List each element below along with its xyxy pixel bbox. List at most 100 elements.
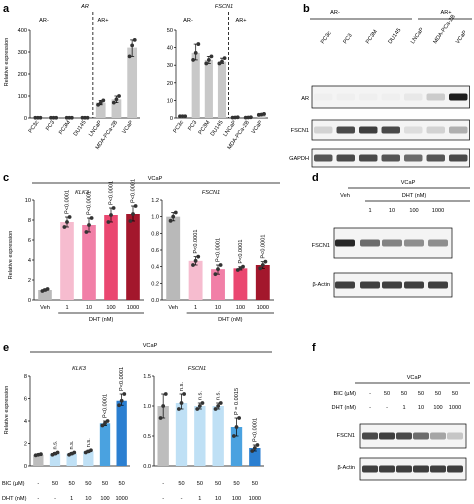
bic-value: 50 (233, 481, 239, 487)
replicate-point (171, 214, 176, 219)
lane-label: VCaP (455, 30, 468, 46)
panel-b-row-label-fscn1: FSCN1 (291, 128, 309, 134)
panel-d-header: VCaP (401, 180, 416, 186)
bic-value: 50 (69, 481, 75, 487)
bar (217, 61, 227, 118)
y-tick-label: 2 (24, 442, 27, 448)
panel-label-d: d (312, 172, 319, 184)
panel-a-ar-negative-label: AR- (39, 18, 49, 24)
significance-label: n.s. (216, 391, 222, 400)
blot-band (337, 94, 356, 101)
replicate-point (255, 443, 260, 447)
blot-band (379, 432, 395, 440)
bic-value: 50 (215, 481, 221, 487)
significance-label: n.s. (86, 438, 92, 447)
significance-label: P<0.0001 (193, 230, 199, 254)
blot-panel-d (333, 227, 453, 298)
replicate-point (209, 54, 214, 59)
blot-band (314, 154, 333, 162)
dht-value: 1 (402, 405, 405, 411)
replicate-point (128, 219, 133, 223)
replicate-point (234, 425, 239, 429)
category-label: VCaP (251, 119, 264, 135)
y-tick-label: 20 (167, 81, 173, 87)
bic-value: 50 (401, 391, 407, 397)
bar (188, 260, 203, 300)
panel-d-row-label-fscn1: FSCN1 (312, 243, 330, 249)
replicate-point (191, 58, 196, 62)
panel-f-bic-label: BIC (µM) (334, 391, 357, 397)
bic-value: 50 (52, 481, 58, 487)
replicate-point (83, 115, 87, 120)
y-tick-label: 2 (28, 278, 31, 284)
y-tick-label: 0.6 (151, 248, 159, 254)
dht-value: 1000 (449, 405, 461, 411)
blot-band (335, 239, 355, 247)
category-label: PC3c (172, 120, 185, 135)
panel-f-row-label-fscn1: FSCN1 (337, 433, 355, 439)
panel-label-c: c (3, 172, 9, 184)
category-label: VCaP (121, 119, 134, 135)
blot-band (428, 281, 448, 289)
bic-value: 50 (452, 391, 458, 397)
replicate-point (196, 254, 201, 259)
blot-band (449, 93, 468, 101)
category-label: Veh (168, 305, 178, 311)
bar (255, 265, 270, 300)
dht-value: - (369, 405, 371, 411)
blots-layer: PC3c PC3 PC3M DU145 LNCaP MDA-PCa-2BVCaP--50-… (311, 14, 470, 481)
replicate-point (122, 392, 127, 396)
panel-f-dht-label: DHT (nM) (332, 405, 357, 411)
replicate-point (111, 100, 116, 105)
category-label: Veh (40, 305, 50, 311)
bar (95, 102, 106, 118)
bar (175, 403, 188, 466)
panel-a-fscn1-ar-negative-label: AR- (183, 18, 193, 24)
significance-label: n.s. (69, 440, 75, 449)
dht-value: - (386, 405, 388, 411)
replicate-point (252, 446, 257, 450)
replicate-point (54, 115, 59, 120)
replicate-point (218, 401, 223, 405)
replicate-point (197, 404, 202, 408)
panel-b-row-label-gapdh: GAPDH (289, 156, 309, 162)
y-tick-label: 6 (28, 238, 31, 244)
replicate-point (105, 419, 110, 423)
significance-label: P<0.0001 (216, 238, 222, 262)
panel-b-ar-negative-label: AR- (330, 10, 340, 16)
blot-band (359, 154, 378, 162)
replicate-point (80, 115, 85, 120)
y-tick-label: 0.8 (151, 231, 159, 237)
category-label: PC3M (58, 119, 72, 135)
bar (60, 222, 74, 300)
replicate-point (89, 448, 93, 453)
blot-band (359, 94, 378, 101)
blot-band (413, 465, 429, 473)
y-tick-label: 0 (24, 116, 27, 122)
replicate-point (173, 210, 178, 215)
replicate-point (117, 403, 121, 408)
replicate-point (204, 61, 209, 66)
bar (126, 214, 140, 300)
chart-e-klk3: 0 2 4 6 8 n.s. n.s. n.s. P<0.0001 P<0.0001 - - 50 - 50… (24, 367, 130, 502)
replicate-point (72, 450, 77, 455)
replicate-point (193, 258, 198, 263)
category-label: PC3c (28, 120, 41, 135)
y-tick-label: 0 (170, 116, 173, 122)
replicate-point (127, 54, 132, 59)
y-tick-label: 400 (18, 28, 27, 34)
blot-band (360, 239, 380, 247)
y-tick-label: 4 (28, 258, 31, 264)
blot-band (449, 154, 468, 162)
panel-label-e: e (3, 342, 9, 354)
significance-label: n.s. (53, 440, 59, 449)
panel-d-lane-1: 1 (368, 208, 371, 214)
dht-value: 100 (232, 496, 241, 502)
blot-band (381, 126, 400, 134)
blot-band (404, 239, 424, 247)
blot-frame (311, 85, 470, 109)
replicate-point (158, 416, 163, 420)
blot-band (336, 126, 355, 134)
lane-label: LNCaP (410, 27, 425, 45)
